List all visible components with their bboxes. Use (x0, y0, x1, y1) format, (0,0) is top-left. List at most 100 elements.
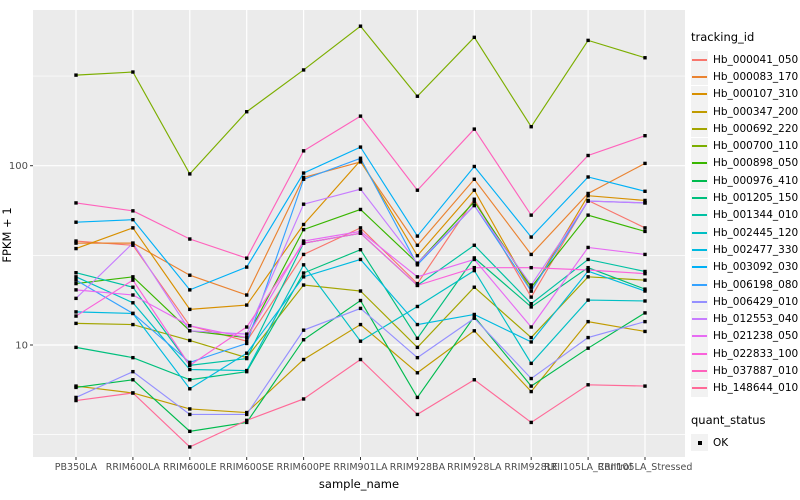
data-point (529, 213, 533, 217)
data-point (131, 243, 135, 247)
data-point (188, 407, 192, 411)
legend-key-line-icon (691, 258, 708, 276)
data-point (74, 220, 78, 224)
data-point (358, 357, 363, 362)
x-tick-label: RRIM600PE (277, 462, 331, 473)
legend-item-label: Hb_006429_010 (713, 295, 799, 308)
data-point (643, 226, 647, 230)
data-point (586, 194, 590, 198)
data-point (131, 391, 135, 395)
legend-item: Hb_000041_050 (691, 51, 799, 69)
data-point (415, 243, 420, 247)
data-point (301, 263, 306, 267)
data-point (131, 217, 135, 222)
data-point (415, 345, 420, 350)
data-point (472, 188, 476, 192)
data-point (529, 125, 533, 129)
data-point (188, 387, 192, 391)
data-point (188, 329, 192, 333)
legend-item: Hb_006429_010 (691, 293, 799, 311)
data-point (472, 312, 476, 317)
legend-item-label: Hb_000700_110 (713, 140, 799, 153)
data-point (643, 269, 647, 274)
data-point (472, 316, 476, 320)
legend-key-line-icon (691, 276, 708, 293)
legend-title-tracking-id: tracking_id (691, 30, 755, 44)
quant-status-ok-key-icon (691, 434, 708, 452)
legend-key-line-icon (691, 362, 708, 380)
data-point (415, 304, 420, 309)
data-point (358, 322, 363, 327)
data-point (472, 265, 476, 270)
data-point (188, 378, 192, 382)
legend-item: Hb_003092_030 (691, 258, 799, 276)
data-point (643, 189, 647, 193)
data-point (529, 376, 533, 381)
data-point (245, 341, 249, 346)
data-point (245, 412, 249, 417)
data-point (586, 346, 590, 350)
data-point (131, 369, 135, 374)
data-point (131, 311, 135, 316)
data-point (301, 239, 306, 243)
data-point (529, 265, 533, 270)
data-point (529, 361, 533, 366)
data-point (472, 164, 476, 169)
data-point (358, 226, 363, 230)
data-point (643, 56, 647, 60)
data-point (415, 283, 420, 288)
legend-item-label: Hb_000083_170 (713, 70, 799, 83)
data-point (529, 235, 533, 239)
data-point (415, 412, 420, 417)
data-point (358, 187, 363, 191)
data-point (188, 307, 192, 312)
data-point (472, 127, 476, 131)
legend-item-label: Hb_000347_200 (713, 105, 799, 118)
data-point (301, 271, 306, 275)
data-point (301, 68, 306, 72)
data-point (358, 114, 363, 118)
data-point (643, 299, 647, 303)
legend-key-line-icon (691, 68, 708, 86)
data-point (472, 35, 476, 40)
data-point (586, 265, 590, 270)
data-point (472, 257, 476, 262)
data-point (74, 271, 78, 275)
legend-key-line-icon (691, 103, 708, 121)
data-point (586, 257, 590, 262)
legend-key-line-icon (691, 120, 708, 138)
data-point (415, 261, 420, 265)
data-point (358, 248, 363, 252)
data-point (188, 367, 192, 372)
legend-item: Hb_037887_010 (691, 362, 799, 380)
x-tick-label: RRIM928LE (504, 462, 558, 473)
legend-item-label: Hb_006198_080 (713, 278, 799, 291)
data-point (643, 252, 647, 257)
data-point (415, 253, 420, 258)
data-point (472, 243, 476, 247)
data-point (301, 283, 306, 287)
data-point (472, 199, 476, 204)
data-point (529, 285, 533, 289)
data-point (586, 175, 590, 179)
data-point (131, 322, 135, 327)
data-point (415, 234, 420, 238)
data-point (301, 241, 306, 245)
data-point (131, 275, 135, 279)
legend-key-line-icon (691, 51, 708, 69)
data-point (415, 275, 420, 279)
data-point (586, 199, 590, 203)
legend-title-quant-status: quant_status (691, 412, 766, 427)
data-point (472, 268, 476, 273)
legend-item-label: Hb_002477_330 (713, 243, 799, 256)
data-point (245, 410, 249, 415)
data-point (529, 252, 533, 257)
data-point (358, 24, 363, 28)
legend-key-line-icon (691, 154, 708, 172)
legend-item-label: OK (713, 436, 729, 449)
data-point (415, 188, 420, 192)
legend-item-label: Hb_000898_050 (713, 157, 799, 170)
data-point (586, 268, 590, 272)
data-point (529, 335, 533, 340)
data-point (529, 283, 533, 287)
